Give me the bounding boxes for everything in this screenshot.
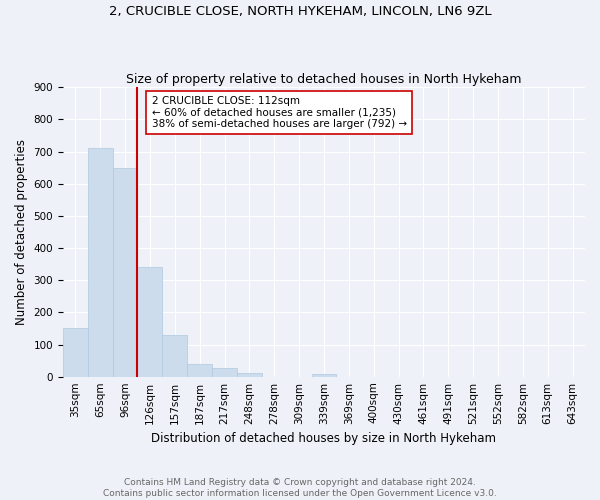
Bar: [212, 368, 237, 376]
Text: 2, CRUCIBLE CLOSE, NORTH HYKEHAM, LINCOLN, LN6 9ZL: 2, CRUCIBLE CLOSE, NORTH HYKEHAM, LINCOL…: [109, 5, 491, 18]
Bar: [88, 148, 113, 376]
Bar: [187, 364, 212, 376]
Text: 2 CRUCIBLE CLOSE: 112sqm
← 60% of detached houses are smaller (1,235)
38% of sem: 2 CRUCIBLE CLOSE: 112sqm ← 60% of detach…: [152, 96, 407, 129]
Bar: [63, 328, 88, 376]
Bar: [163, 335, 187, 376]
Text: Contains HM Land Registry data © Crown copyright and database right 2024.
Contai: Contains HM Land Registry data © Crown c…: [103, 478, 497, 498]
Bar: [311, 374, 337, 376]
Title: Size of property relative to detached houses in North Hykeham: Size of property relative to detached ho…: [126, 73, 522, 86]
Bar: [113, 168, 137, 376]
Bar: [237, 374, 262, 376]
Bar: [137, 268, 163, 376]
X-axis label: Distribution of detached houses by size in North Hykeham: Distribution of detached houses by size …: [151, 432, 496, 445]
Y-axis label: Number of detached properties: Number of detached properties: [15, 139, 28, 325]
